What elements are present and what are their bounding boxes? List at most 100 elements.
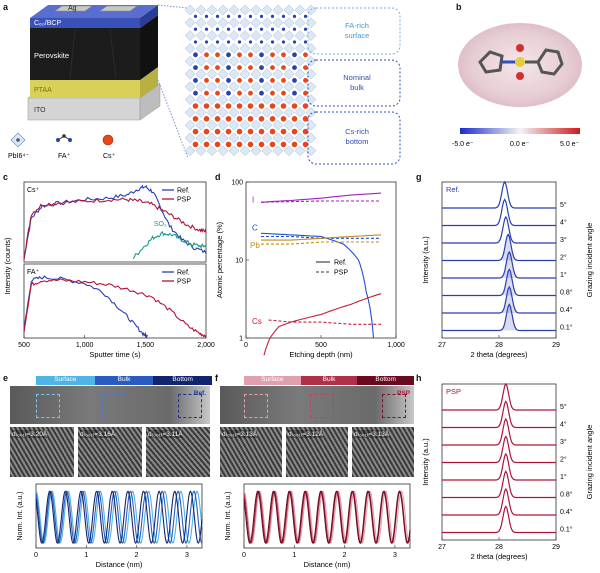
lattice-octahedron bbox=[294, 4, 306, 16]
f-roi-bottom bbox=[382, 394, 406, 418]
lattice-a-site bbox=[281, 52, 286, 58]
cs-rich-region bbox=[307, 111, 401, 165]
lattice-cs-ion bbox=[214, 103, 221, 109]
lattice-octahedron bbox=[239, 94, 251, 105]
lattice-octahedron bbox=[195, 81, 207, 93]
lattice-octahedron bbox=[206, 30, 218, 41]
lattice-octahedron bbox=[294, 145, 306, 157]
lattice-cs-ion bbox=[214, 141, 221, 148]
lattice-octahedron bbox=[283, 4, 295, 16]
lattice-cs-ion bbox=[225, 116, 232, 122]
lattice-cs-ion bbox=[225, 141, 232, 148]
lattice-octahedron bbox=[206, 55, 218, 67]
lattice-octahedron bbox=[294, 81, 306, 93]
lattice-octahedron bbox=[195, 43, 207, 54]
g-angle-label-3: 2° bbox=[560, 254, 567, 262]
lattice-octahedron bbox=[261, 132, 273, 144]
lattice-a-site bbox=[204, 90, 209, 96]
f-roi-bulk bbox=[310, 394, 334, 418]
lattice-octahedron bbox=[239, 145, 251, 157]
pbi6-label: PbI6⁴⁻ bbox=[8, 153, 29, 160]
lattice-cs-ion bbox=[203, 103, 210, 109]
lattice-a-site bbox=[281, 78, 286, 83]
lattice-a-site bbox=[248, 78, 253, 83]
lattice-octahedron bbox=[184, 107, 196, 118]
d-legend-psp: PSP bbox=[334, 270, 348, 277]
lattice-octahedron bbox=[283, 43, 295, 54]
lattice-octahedron bbox=[239, 17, 251, 29]
lattice-octahedron bbox=[272, 119, 284, 131]
lattice-octahedron bbox=[261, 145, 273, 157]
ptaa-label: PTAA bbox=[34, 87, 52, 94]
lattice-cs-ion bbox=[258, 128, 265, 135]
lattice-octahedron bbox=[272, 81, 284, 93]
f-dspacing-2: d₍₀₀₁₎=3.12Å bbox=[288, 430, 324, 438]
g-xtick-label-2: 29 bbox=[552, 342, 560, 349]
lattice-a-site bbox=[226, 78, 231, 83]
f-region-bar: Surface Bulk Bottom bbox=[244, 376, 415, 385]
lattice-octahedron bbox=[283, 119, 295, 131]
c-top-title: Cs⁺ bbox=[27, 187, 40, 194]
lattice-fa-ion bbox=[237, 14, 242, 18]
d-legend-ref: Ref. bbox=[334, 260, 347, 267]
lattice-a-site bbox=[237, 90, 242, 96]
lattice-octahedron bbox=[217, 55, 229, 67]
d-series-pbpsp bbox=[261, 241, 381, 245]
c-top-axes-frame bbox=[23, 181, 207, 263]
lattice-cs-ion bbox=[258, 103, 265, 109]
lattice-cs-ion bbox=[291, 103, 298, 109]
panel-d: 1 10 100 0 500 1,000 Etching depth (nm) Atomic … bbox=[215, 180, 405, 360]
lattice-octahedron bbox=[250, 4, 262, 16]
lattice-octahedron bbox=[184, 94, 196, 105]
lattice-cs-ion bbox=[236, 103, 243, 109]
scale-mid: 0.0 e⁻ bbox=[510, 141, 530, 148]
lattice-octahedron bbox=[228, 145, 240, 157]
f-hrtem-bulk: d₍₀₀₁₎=3.12Å bbox=[286, 427, 348, 477]
lattice-octahedron bbox=[294, 132, 306, 144]
lattice-cs-ion bbox=[225, 103, 232, 109]
lattice-cs-ion bbox=[236, 116, 243, 122]
g-peak-4 bbox=[442, 250, 556, 279]
e-plot-ylabel: Norm. Int. (a.u.) bbox=[17, 491, 24, 540]
lattice-octahedron bbox=[228, 55, 240, 67]
lattice-octahedron bbox=[250, 17, 262, 29]
panel-label-e: e bbox=[3, 373, 9, 383]
lattice-octahedron bbox=[228, 17, 240, 29]
lattice-a-site bbox=[303, 90, 308, 96]
d-xlabel: Etching depth (nm) bbox=[289, 350, 353, 359]
lattice-fa-ion bbox=[303, 27, 308, 31]
lattice-a-site bbox=[259, 52, 264, 58]
g-xtick-label-1: 28 bbox=[495, 342, 503, 349]
h-angle-label-7: 0.1° bbox=[560, 526, 573, 534]
lattice-octahedron bbox=[239, 4, 251, 16]
f-roi-surface bbox=[244, 394, 268, 418]
lattice-octahedron bbox=[283, 132, 295, 144]
lattice-octahedron bbox=[195, 132, 207, 144]
g-peak-1 bbox=[442, 198, 556, 227]
cs-rich-label: Cs-rich bottom bbox=[345, 127, 369, 146]
lattice-a-site bbox=[215, 90, 220, 96]
h-angle-label-1: 4° bbox=[560, 421, 567, 429]
d-ylabel: Atomic percentage (%) bbox=[215, 221, 224, 298]
d-xtick-label-1: 500 bbox=[315, 342, 327, 349]
lattice-octahedron bbox=[250, 55, 262, 67]
e-bar-surface: Surface bbox=[36, 376, 95, 385]
g-peak-2 bbox=[442, 215, 556, 244]
c-bottom-xtick-label-2: 1,500 bbox=[137, 342, 155, 349]
e-hrtem-row: d₍₀₀₁₎=3.20Å d₍₀₀₁₎=3.16Å d₍₀₀₁₎=3.11Å bbox=[10, 427, 210, 477]
lattice-cs-ion bbox=[247, 128, 254, 135]
c-top-annotation: SO₂ bbox=[154, 221, 167, 228]
lattice-a-site bbox=[292, 52, 297, 58]
e-bar-bulk: Bulk bbox=[94, 376, 154, 385]
f-profile-chart: 0 1 2 3 Distance (nm) Norm. Int. (a.u.) bbox=[225, 483, 411, 569]
lattice-a-site bbox=[259, 78, 264, 83]
c-bottom-series-ref bbox=[23, 275, 149, 339]
g-peak-3 bbox=[442, 233, 556, 262]
bcp-label: C₆₀/BCP bbox=[34, 20, 61, 27]
g-angle-label-0: 5° bbox=[560, 201, 567, 209]
lattice-octahedron bbox=[184, 43, 196, 54]
lattice-fa-ion bbox=[303, 14, 308, 18]
lattice-octahedron bbox=[217, 68, 229, 80]
lattice-cs-ion bbox=[280, 128, 287, 135]
lattice-octahedron bbox=[250, 132, 262, 144]
